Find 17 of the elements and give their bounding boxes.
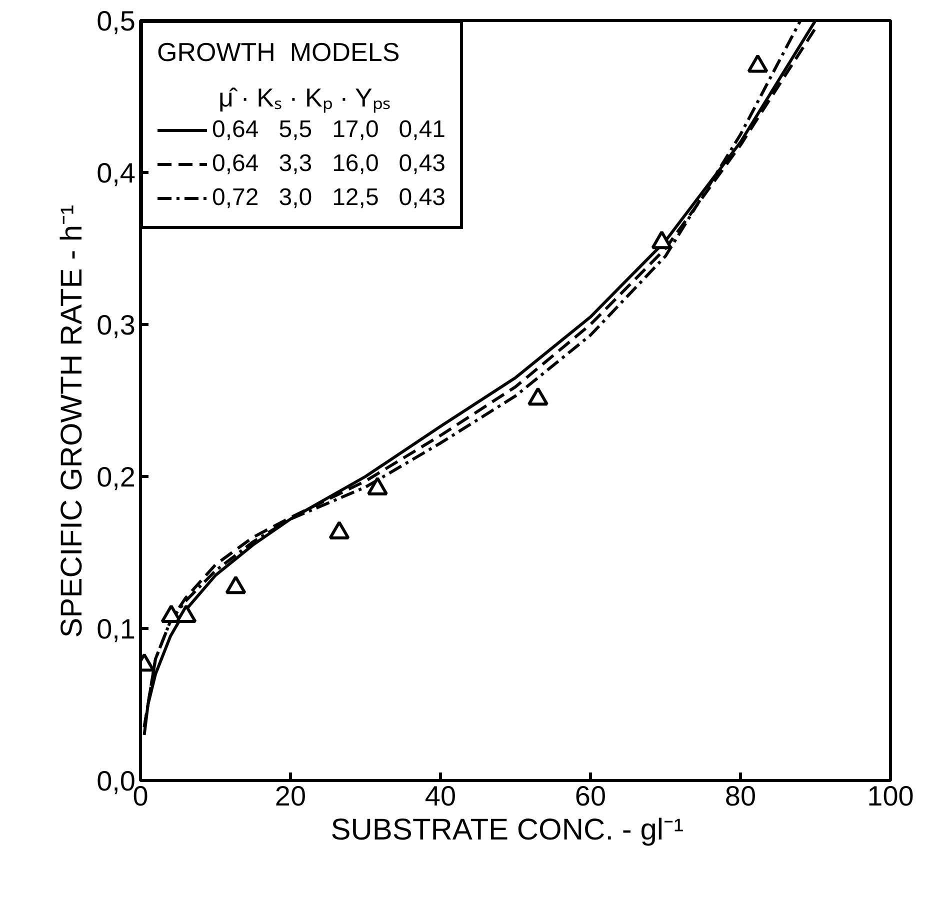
y-tick-label: 0,3 xyxy=(96,310,136,340)
x-tick-label: 60 xyxy=(574,780,606,812)
y-axis-title: SPECIFIC GROWTH RATE - h⁻¹ xyxy=(56,204,89,638)
x-tick-label: 20 xyxy=(274,780,306,812)
legend-label: 0,64 3,3 16,0 0,43 xyxy=(212,150,446,178)
x-tick-label: 100 xyxy=(867,780,914,812)
legend-label: 0,64 5,5 17,0 0,41 xyxy=(212,116,446,144)
y-tick-label: 0,2 xyxy=(96,462,136,492)
y-tick-label: 0,1 xyxy=(96,614,136,644)
y-tick-label: 0,5 xyxy=(96,6,136,36)
x-axis-title: SUBSTRATE CONC. - gl⁻¹ xyxy=(330,814,684,846)
legend-label: 0,72 3,0 12,5 0,43 xyxy=(212,184,446,212)
x-tick-label: 80 xyxy=(724,780,756,812)
y-tick-label: 0,4 xyxy=(96,158,136,188)
legend-title: GROWTH MODELS xyxy=(157,37,401,68)
annotation: μ̂ · Kₛ · Kₚ · Yₚₛ xyxy=(218,82,390,114)
x-tick-label: 40 xyxy=(424,780,456,812)
